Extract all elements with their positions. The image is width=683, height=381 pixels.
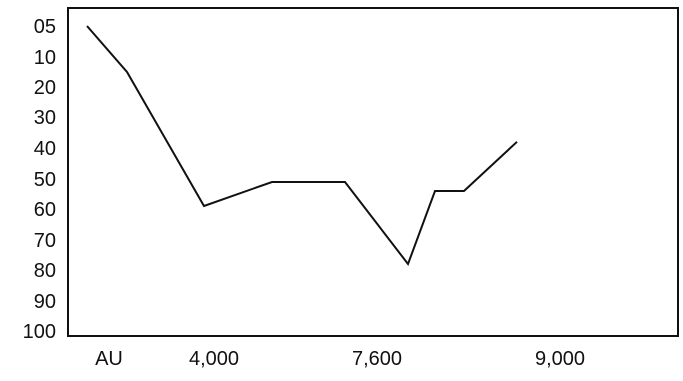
x-tick-label: AU <box>95 348 123 370</box>
y-tick-label: 20 <box>34 77 56 99</box>
y-tick-label: 60 <box>34 199 56 221</box>
x-tick-label: 9,000 <box>535 348 585 370</box>
series-line <box>86 25 518 267</box>
y-tick-label: 80 <box>34 260 56 282</box>
y-tick-label: 100 <box>23 321 56 343</box>
y-tick-label: 40 <box>34 138 56 160</box>
y-tick-label: 10 <box>34 47 56 69</box>
x-tick-label: 4,000 <box>189 348 239 370</box>
y-tick-label: 90 <box>34 291 56 313</box>
y-tick-label: 50 <box>34 169 56 191</box>
y-tick-label: 05 <box>34 16 56 38</box>
y-tick-label: 30 <box>34 107 56 129</box>
plot-frame <box>67 7 679 337</box>
x-tick-label: 7,600 <box>352 348 402 370</box>
y-tick-label: 70 <box>34 230 56 252</box>
